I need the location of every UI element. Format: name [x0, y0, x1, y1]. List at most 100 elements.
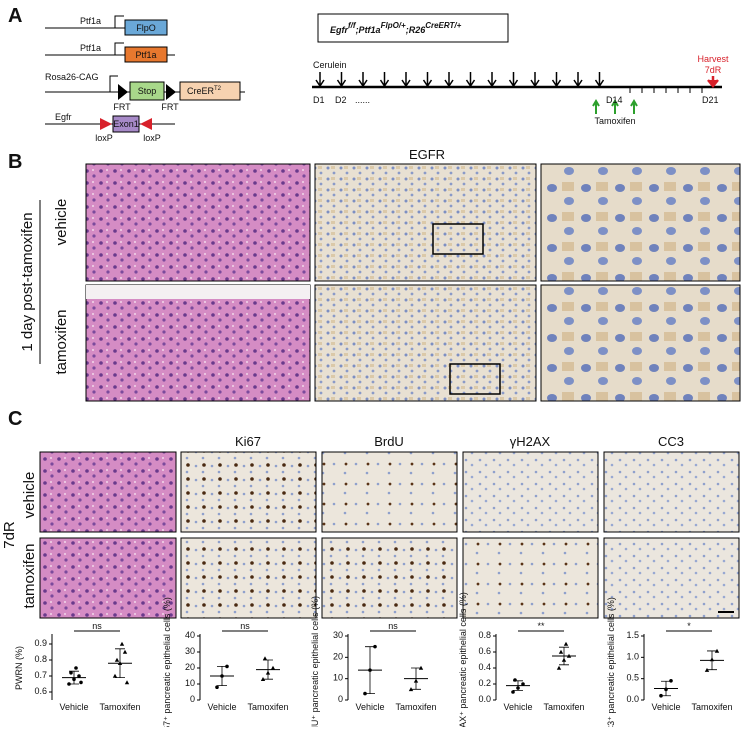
tamoxifen-label: Tamoxifen: [594, 116, 635, 126]
gene-box: [112, 115, 140, 133]
significance: **: [537, 621, 545, 631]
micrograph: [39, 537, 177, 619]
tamoxifen-arrow: [630, 99, 638, 114]
micrograph: [314, 284, 537, 402]
data-point: [122, 649, 128, 654]
data-point: [215, 685, 219, 689]
genotype: Egfrf/f;Ptf1aFlpO/+;R26CreERT/+: [330, 21, 462, 35]
cerulein-arrow: [487, 72, 497, 88]
y-axis-label: PWRN (%): [14, 646, 24, 690]
error-bar: [365, 646, 375, 694]
y-tick-label: 0.7: [34, 670, 47, 680]
y-tick-label: 10: [185, 678, 195, 688]
micrograph: [85, 284, 311, 402]
x-tick-label: Tamoxifen: [543, 702, 584, 712]
data-point: [124, 680, 130, 685]
x-tick-label: Tamoxifen: [691, 702, 732, 712]
cerulein-arrow: [530, 72, 540, 88]
side-label: 7dR: [1, 521, 18, 549]
gt-sup: FlpO/+: [381, 21, 406, 30]
row-label: tamoxifen: [21, 543, 38, 608]
site-label: FRT: [161, 102, 179, 112]
cerulein-arrow: [401, 72, 411, 88]
data-point: [270, 665, 276, 670]
x-tick-label: Vehicle: [355, 702, 384, 712]
stop-box: [129, 81, 165, 101]
box-label: Ptf1a: [135, 50, 156, 60]
panel-c: C Ki67 BrdU γH2AX CC3 7dR vehicle tamoxi…: [1, 408, 740, 732]
y-tick-label: 10: [333, 673, 343, 683]
data-point: [513, 678, 517, 682]
y-tick-label: 0.5: [626, 673, 639, 683]
stain-label: EGFR: [409, 147, 445, 162]
stain-label: BrdU: [374, 434, 404, 449]
error-bar: [513, 680, 523, 691]
data-point: [511, 690, 515, 694]
micrograph: [540, 284, 741, 402]
box-text: CreER: [187, 86, 215, 96]
y-tick-label: 1.5: [626, 630, 639, 640]
timeline-marks: [315, 72, 703, 114]
significance: ns: [240, 621, 250, 631]
harvest-label: Harvest: [697, 54, 729, 64]
day-label: D14: [606, 95, 623, 105]
y-tick-label: 0: [190, 694, 195, 704]
error-bar: [661, 680, 671, 697]
gene-box: [124, 19, 168, 36]
y-axis-label: γH2AX⁺ pancreatic epithelial cells (%): [458, 592, 468, 727]
zoom-box: [449, 363, 501, 395]
micrograph: [314, 163, 537, 282]
day-label: ......: [355, 95, 370, 105]
row-label: tamoxifen: [53, 309, 70, 374]
cerulein-arrow: [379, 72, 390, 88]
y-tick-label: 20: [185, 662, 195, 672]
panel-a: A Ptf1a FlpO Ptf1a Ptf1a Rosa26-CAG Stop…: [8, 5, 729, 143]
error-bar: [411, 667, 421, 690]
error-bar: [217, 666, 227, 686]
x-tick-label: Vehicle: [651, 702, 680, 712]
data-point: [669, 679, 673, 683]
site-label: loxP: [143, 133, 161, 143]
stain-label: γH2AX: [510, 434, 551, 449]
micrograph: [180, 537, 317, 619]
micrograph: [603, 451, 740, 533]
data-point: [112, 673, 118, 678]
stain-label: CC3: [658, 434, 684, 449]
y-tick-label: 1.0: [626, 651, 639, 661]
data-point: [262, 656, 268, 661]
box-label: CreERT2: [187, 86, 222, 96]
cerulein-arrow: [594, 72, 605, 88]
gene-box: [124, 46, 168, 63]
panel-b: B EGFR 1 day post-tamoxifen vehicle tamo…: [8, 147, 741, 402]
error-bar: [559, 646, 569, 666]
y-tick-label: 0.8: [34, 654, 47, 664]
x-tick-label: Tamoxifen: [99, 702, 140, 712]
data-point: [74, 666, 78, 670]
day-label: D1: [313, 95, 325, 105]
harvest-label: 7dR: [705, 65, 722, 75]
significance: ns: [92, 621, 102, 631]
promoter: [109, 75, 118, 92]
y-tick-label: 0.2: [478, 678, 491, 688]
y-tick-label: 0.4: [478, 662, 491, 672]
y-tick-label: 0.0: [478, 694, 491, 704]
y-tick-label: 0: [338, 694, 343, 704]
gt: ;R26: [406, 25, 427, 35]
harvest-arrow: [707, 76, 719, 88]
micrograph: [180, 451, 317, 533]
y-tick-label: 0.6: [34, 686, 47, 696]
data-point: [563, 641, 569, 646]
cerulein-arrow: [315, 72, 325, 88]
y-tick-label: 0.0: [626, 694, 639, 704]
data-point: [556, 665, 562, 670]
cerulein-arrow: [508, 72, 519, 88]
y-tick-label: 40: [185, 630, 195, 640]
micrograph-edge: [86, 285, 310, 299]
x-tick-label: Vehicle: [59, 702, 88, 712]
data-point: [77, 674, 81, 678]
side-label: 1 day post-tamoxifen: [19, 212, 36, 351]
x-tick-label: Vehicle: [503, 702, 532, 712]
gene-label: Ptf1a: [80, 16, 101, 26]
cerulein-arrow: [573, 72, 583, 88]
gt-sup: f/f: [348, 21, 357, 30]
